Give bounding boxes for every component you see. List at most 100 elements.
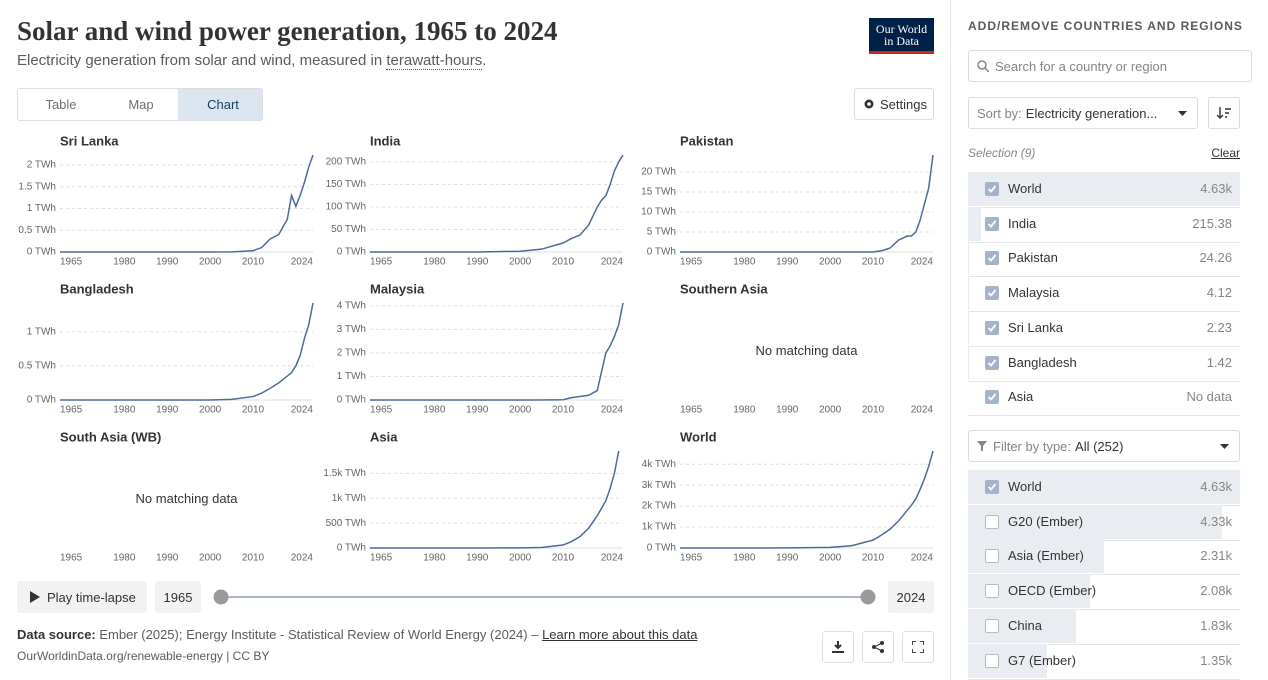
- checkbox[interactable]: [985, 584, 999, 599]
- x-tick-label: 1980: [733, 553, 756, 564]
- logo[interactable]: Our World in Data: [869, 18, 934, 54]
- y-tick-label: 4 TWh: [337, 300, 366, 311]
- list-row[interactable]: China 1.83k: [968, 608, 1240, 645]
- filter-icon: [977, 441, 987, 451]
- play-icon: [30, 591, 40, 603]
- checkbox[interactable]: [985, 286, 999, 301]
- tab[interactable]: Map: [98, 89, 178, 120]
- subtitle-link[interactable]: terawatt-hours: [386, 52, 483, 70]
- panel-title: Pakistan: [680, 133, 734, 148]
- checkbox[interactable]: [985, 182, 999, 196]
- y-tick-label: 1k TWh: [332, 493, 366, 504]
- subtitle-text: Electricity generation from solar and wi…: [17, 52, 387, 69]
- tab-label: Table: [45, 97, 77, 112]
- checkbox[interactable]: [985, 355, 999, 370]
- url: OurWorldinData.org/renewable-energy | CC…: [17, 649, 270, 663]
- source-label: Data source:: [17, 627, 96, 642]
- sidebar: ADD/REMOVE COUNTRIES AND REGIONS Search …: [950, 0, 1268, 680]
- x-tick-label: 1965: [60, 405, 83, 416]
- y-tick-label: 1.5 TWh: [18, 181, 56, 192]
- y-tick-label: 0 TWh: [647, 247, 676, 258]
- entity-name: Sri Lanka: [1008, 319, 1063, 335]
- sort-dropdown[interactable]: Sort by: Electricity generation...: [968, 97, 1198, 129]
- entity-value: 4.33k: [1200, 513, 1232, 529]
- tab-label: Map: [128, 97, 154, 112]
- entity-value: 4.63k: [1200, 479, 1232, 494]
- y-tick-label: 100 TWh: [326, 202, 366, 213]
- checkbox[interactable]: [985, 390, 999, 405]
- tab[interactable]: Table: [18, 89, 98, 120]
- x-tick-label: 2000: [199, 257, 222, 268]
- list-row[interactable]: India 215.38: [968, 206, 1240, 243]
- list-row[interactable]: World 4.63k: [968, 172, 1240, 208]
- x-tick-label: 1990: [776, 553, 799, 564]
- x-tick-label: 2024: [911, 257, 934, 268]
- checkbox[interactable]: [985, 514, 999, 529]
- x-tick-label: 1980: [113, 257, 136, 268]
- y-tick-label: 4k TWh: [642, 459, 676, 470]
- x-tick-label: 2010: [242, 553, 265, 564]
- sort-value: Electricity generation...: [1025, 105, 1158, 121]
- filter-dropdown[interactable]: Filter by type: All (252): [968, 430, 1240, 462]
- sort-icon: [1217, 107, 1231, 119]
- end-year[interactable]: 2024: [888, 581, 934, 613]
- download-button[interactable]: [822, 631, 854, 663]
- y-tick-label: 2k TWh: [642, 501, 676, 512]
- share-button[interactable]: [862, 631, 894, 663]
- gear-icon: [864, 99, 874, 109]
- learn-more-link[interactable]: Learn more about this data: [542, 627, 698, 642]
- list-row[interactable]: Asia (Ember) 2.31k: [968, 539, 1240, 576]
- x-tick-label: 2000: [199, 553, 222, 564]
- value-bar: [968, 206, 981, 241]
- checkbox[interactable]: [985, 320, 999, 335]
- x-tick-label: 1965: [60, 257, 83, 268]
- subtitle: Electricity generation from solar and wi…: [17, 52, 486, 70]
- play-label: Play time-lapse: [47, 589, 136, 605]
- entity-name: World: [1008, 479, 1042, 494]
- value-bar: [968, 470, 1240, 504]
- list-row[interactable]: G20 (Ember) 4.33k: [968, 504, 1240, 541]
- search-box[interactable]: Search for a country or region: [968, 50, 1252, 82]
- list-row[interactable]: OECD (Ember) 2.08k: [968, 574, 1240, 611]
- list-row[interactable]: Sri Lanka 2.23: [968, 310, 1240, 347]
- x-tick-label: 1990: [776, 257, 799, 268]
- list-row[interactable]: G7 (Ember) 1.35k: [968, 643, 1240, 680]
- y-tick-label: 200 TWh: [326, 157, 366, 168]
- list-row[interactable]: Pakistan 24.26: [968, 241, 1240, 278]
- checkbox[interactable]: [985, 216, 999, 231]
- checkbox[interactable]: [985, 549, 999, 564]
- sort-order-button[interactable]: [1208, 97, 1240, 129]
- entity-value: No data: [1186, 389, 1232, 405]
- list-row[interactable]: Bangladesh 1.42: [968, 345, 1240, 382]
- line: [369, 154, 624, 253]
- x-tick-label: 1965: [680, 405, 703, 416]
- entity-name: World: [1008, 181, 1042, 196]
- entity-value: 4.12: [1206, 285, 1232, 301]
- entity-value: 1.83k: [1200, 617, 1232, 633]
- panel-title: South Asia (WB): [60, 429, 161, 444]
- checkbox[interactable]: [985, 480, 999, 494]
- x-tick-label: 1990: [776, 405, 799, 416]
- checkbox[interactable]: [985, 618, 999, 633]
- clear-button[interactable]: Clear: [1211, 146, 1240, 160]
- checkbox[interactable]: [985, 653, 999, 668]
- settings-button[interactable]: Settings: [854, 88, 934, 120]
- list-row[interactable]: Malaysia 4.12: [968, 276, 1240, 313]
- entity-value: 2.31k: [1200, 548, 1232, 564]
- tab[interactable]: Chart: [178, 89, 262, 120]
- timeline-slider[interactable]: [210, 586, 880, 608]
- y-tick-label: 2 TWh: [337, 348, 366, 359]
- x-tick-label: 1965: [680, 553, 703, 564]
- fullscreen-button[interactable]: [902, 631, 934, 663]
- list-row[interactable]: World 4.63k: [968, 470, 1240, 506]
- list-row[interactable]: Asia No data: [968, 380, 1240, 417]
- value-bar: [968, 504, 1223, 539]
- entity-value: 2.23: [1206, 319, 1232, 335]
- y-tick-label: 1 TWh: [27, 203, 56, 214]
- play-button[interactable]: Play time-lapse: [17, 581, 147, 613]
- start-year[interactable]: 1965: [155, 581, 201, 613]
- no-data-message: No matching data: [136, 491, 239, 506]
- y-tick-label: 0.5 TWh: [18, 225, 56, 236]
- check-icon: [987, 289, 997, 297]
- checkbox[interactable]: [985, 251, 999, 266]
